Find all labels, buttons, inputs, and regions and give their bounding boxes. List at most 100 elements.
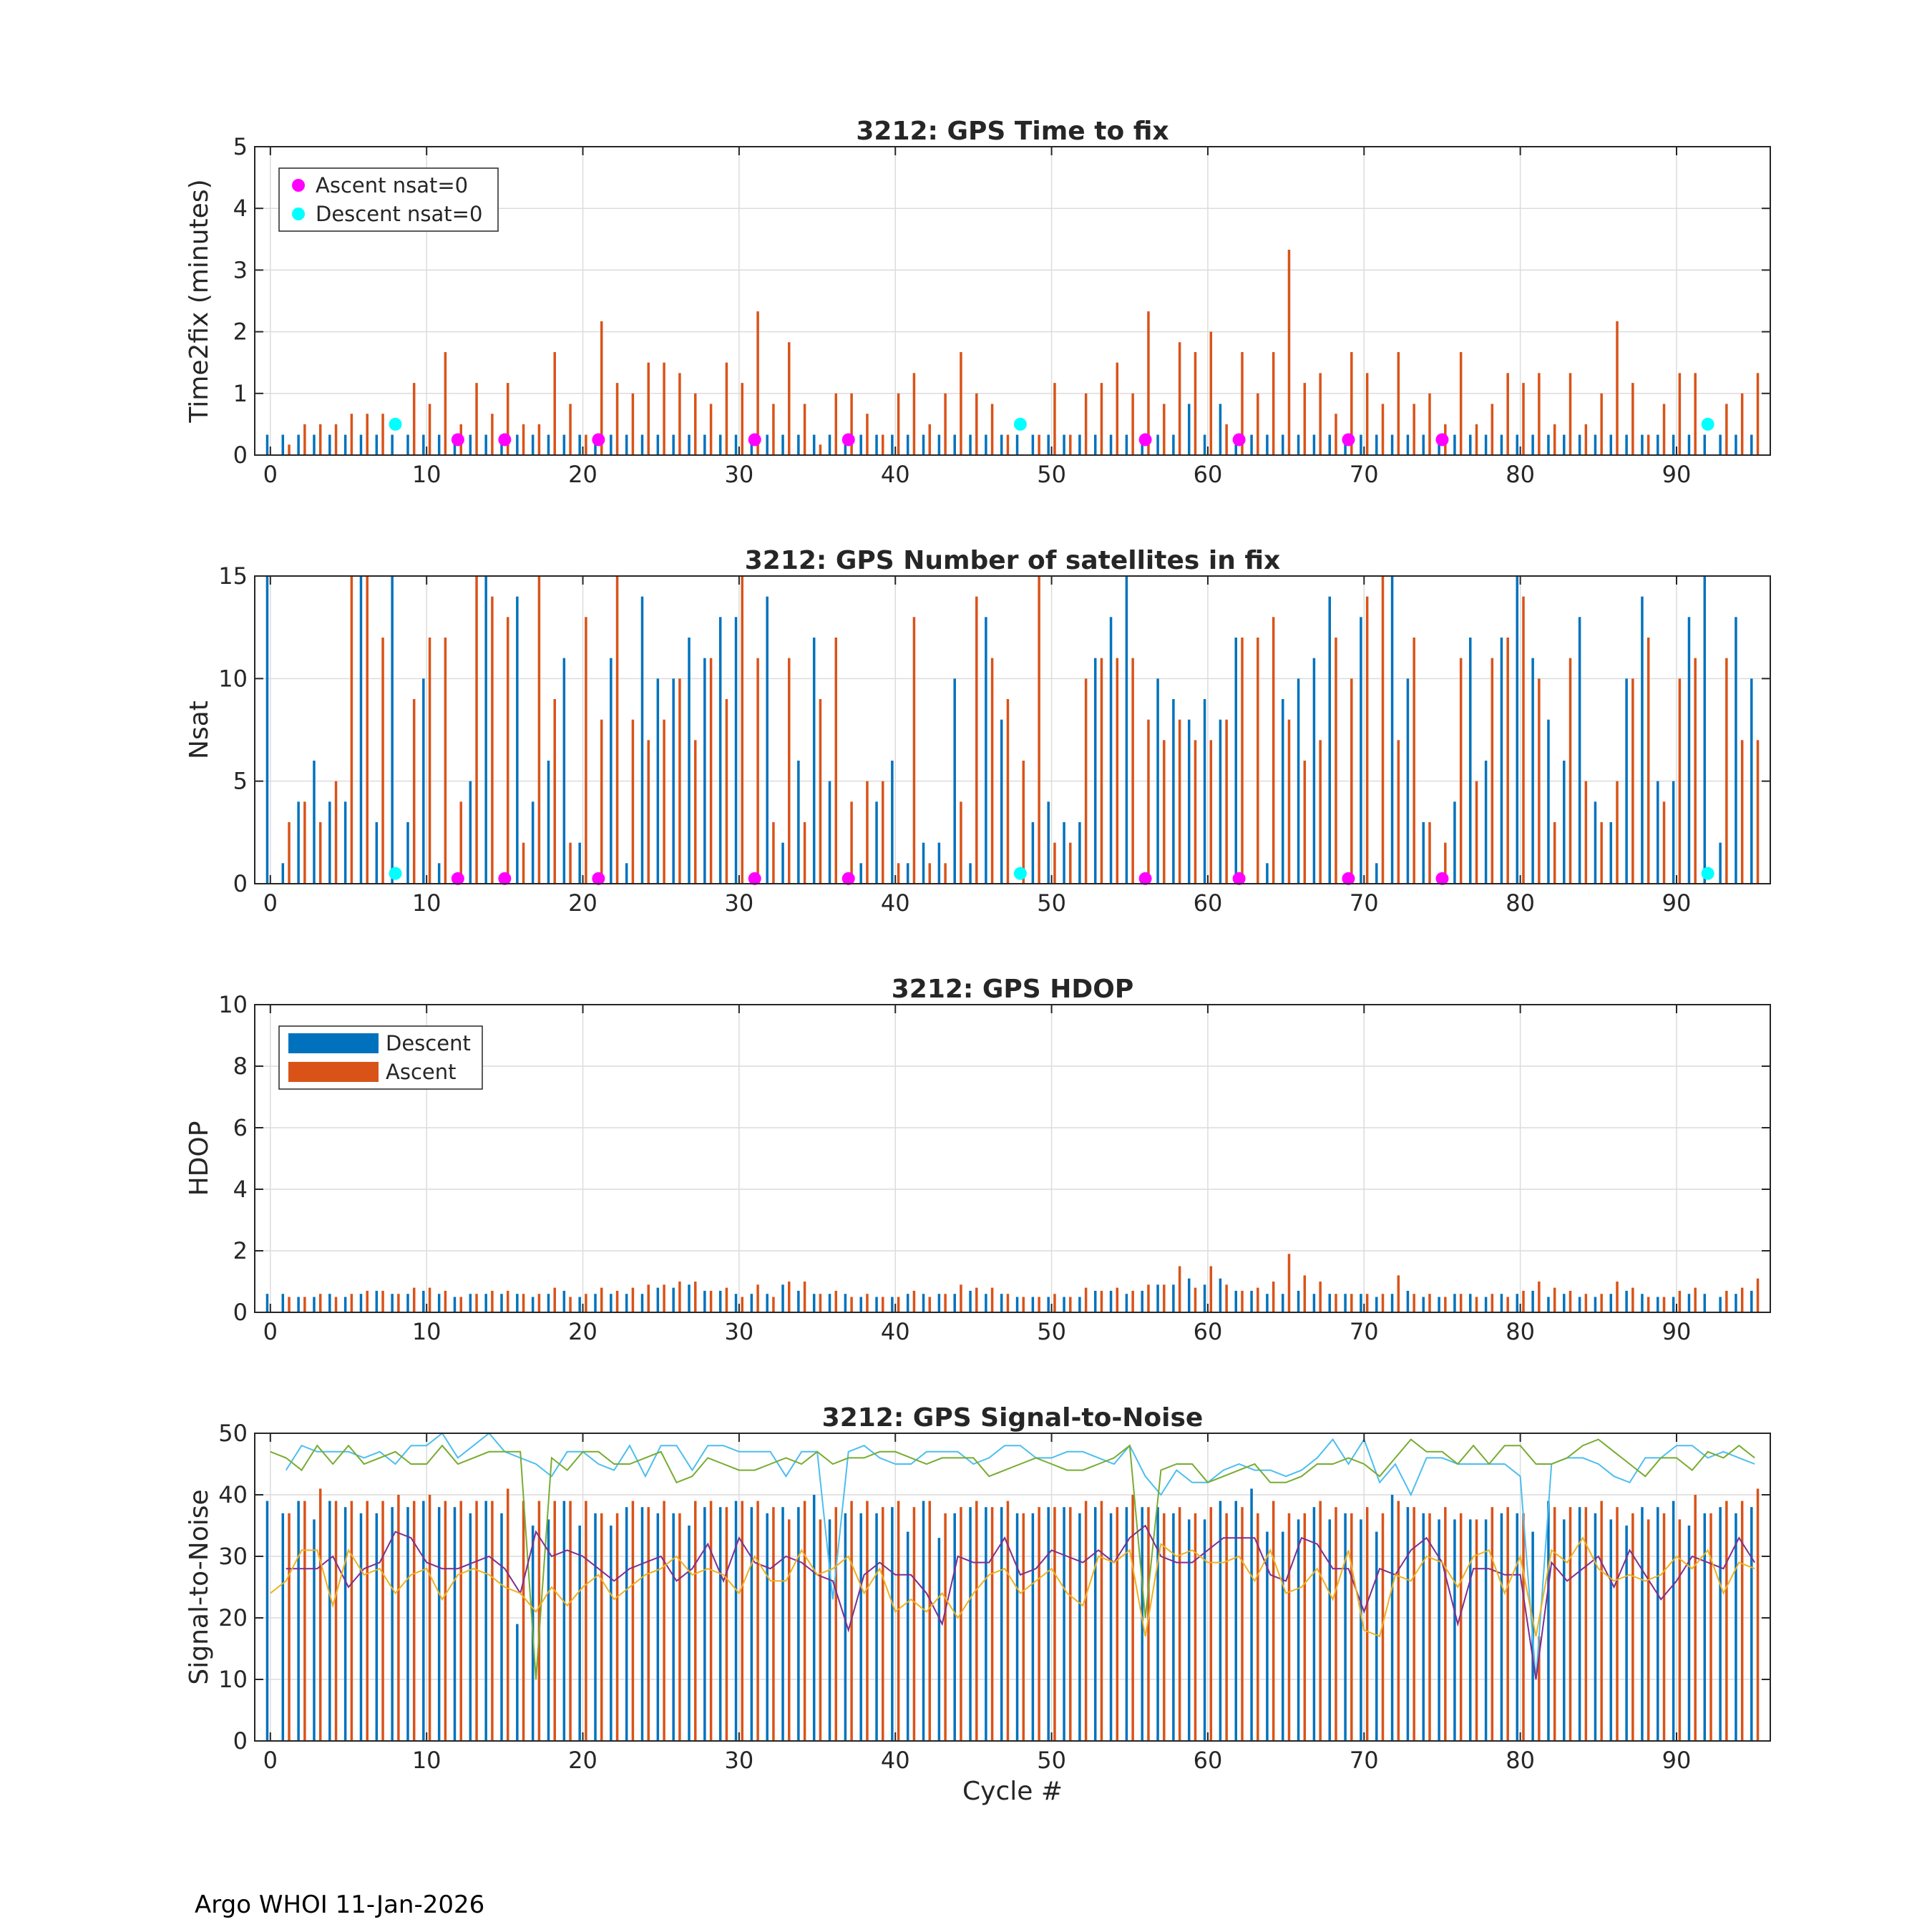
- descent-bar: [906, 1294, 909, 1312]
- descent-bar: [766, 1294, 769, 1312]
- ascent-bar: [1069, 1297, 1072, 1312]
- descent-bar: [1375, 1531, 1378, 1741]
- ascent-bar: [850, 393, 853, 455]
- ascent-bar: [1678, 678, 1682, 884]
- chart-panel-4: 0 10 20 30 40 50 60 70 80 90 0 10 20 30 40 50 3212: GPS …: [185, 1403, 1771, 1806]
- ascent-bar: [1335, 414, 1337, 455]
- ascent-bar: [1116, 362, 1119, 455]
- y-tick-label: 8: [233, 1053, 248, 1080]
- descent-bar: [469, 434, 472, 455]
- ascent-bar: [1491, 1507, 1494, 1741]
- descent-bar: [1609, 434, 1613, 455]
- descent-bar: [1594, 434, 1597, 455]
- descent-bar: [1375, 863, 1378, 884]
- ascent-bar: [428, 1495, 431, 1741]
- y-tick-label: 10: [218, 991, 248, 1018]
- ascent-bar: [772, 1297, 775, 1312]
- descent-bar: [1703, 576, 1707, 884]
- descent-bar: [1563, 1294, 1566, 1312]
- descent-bar: [1156, 1284, 1159, 1312]
- descent-bar: [891, 761, 894, 884]
- descent-bar: [313, 761, 316, 884]
- x-tick-label: 30: [725, 1747, 754, 1774]
- ascent-bar: [1694, 1287, 1697, 1312]
- ascent-bar: [1553, 1507, 1556, 1741]
- x-tick-label: 60: [1194, 889, 1223, 917]
- descent-bar: [406, 1507, 409, 1741]
- ascent-bar: [1084, 1287, 1088, 1312]
- descent-bar: [1390, 434, 1394, 455]
- descent-bar: [1672, 1297, 1675, 1312]
- descent-bar: [1750, 1290, 1753, 1312]
- descent-bar: [610, 1294, 613, 1312]
- descent-bar: [578, 1297, 581, 1312]
- ascent-bar: [350, 576, 353, 884]
- ascent-bar: [1147, 719, 1150, 884]
- ascent-bar: [1694, 1495, 1697, 1741]
- descent-bar: [1531, 434, 1534, 455]
- descent-bar: [1469, 1294, 1472, 1312]
- ascent-bar: [288, 1513, 291, 1741]
- ascent-bar: [944, 863, 947, 884]
- x-tick-label: 70: [1350, 1318, 1379, 1345]
- descent-bar: [1000, 1507, 1003, 1741]
- descent-bar: [1516, 1294, 1519, 1312]
- descent-bar: [1422, 822, 1425, 884]
- ascent-bar: [882, 781, 884, 884]
- descent-bar: [844, 1294, 847, 1312]
- chart-title: 3212: GPS Signal-to-Noise: [822, 1403, 1204, 1433]
- descent-bar: [1735, 1513, 1737, 1741]
- ascent-bar: [1303, 1513, 1307, 1741]
- descent-bar: [437, 1507, 441, 1741]
- ascent-bar: [663, 719, 665, 884]
- y-tick-label: 5: [233, 133, 248, 160]
- ascent-bar: [975, 393, 978, 455]
- descent-bar: [1000, 434, 1003, 455]
- ascent-bar: [381, 414, 384, 455]
- descent-bar: [1390, 576, 1394, 884]
- ascent-bar: [694, 1501, 697, 1741]
- y-axis-label: HDOP: [185, 1121, 214, 1196]
- descent-bar: [1203, 1284, 1206, 1312]
- ascent-bar: [756, 1284, 759, 1312]
- descent-bar: [1312, 658, 1316, 884]
- descent-bar: [1609, 822, 1613, 884]
- descent-bar: [1266, 434, 1269, 455]
- ascent-bar: [1756, 1488, 1760, 1741]
- descent-bar: [1719, 1507, 1722, 1741]
- descent-bar: [625, 1294, 628, 1312]
- ascent-bar: [1365, 596, 1369, 884]
- ascent-bar: [1522, 383, 1525, 455]
- axes-box: [254, 575, 1771, 884]
- ascent-bar: [1100, 658, 1103, 884]
- ascent-bar: [1272, 1501, 1275, 1741]
- descent-bar: [578, 434, 581, 455]
- ascent-bar: [1241, 638, 1244, 884]
- descent-bar: [453, 1297, 457, 1312]
- descent-bar: [766, 596, 769, 884]
- ascent-bar: [1038, 1507, 1040, 1741]
- descent-bar: [640, 1507, 644, 1741]
- x-tick-label: 0: [263, 1318, 278, 1345]
- ascent-bar: [397, 1294, 400, 1312]
- ascent-bar: [553, 1501, 556, 1741]
- descent-bar: [547, 1519, 550, 1741]
- ascent-bar: [350, 1501, 353, 1741]
- descent-bar: [359, 1513, 363, 1741]
- descent-bar: [1078, 1513, 1081, 1741]
- chart-title: 3212: GPS Time to fix: [856, 117, 1169, 146]
- ascent-bar: [1022, 761, 1025, 884]
- descent-bar: [937, 434, 941, 455]
- descent-nsat0-marker: [389, 867, 402, 880]
- ascent-bar: [1646, 1519, 1650, 1741]
- ascent-bar: [1225, 424, 1228, 455]
- ascent-bar: [459, 1501, 462, 1741]
- descent-bar: [1281, 1294, 1284, 1312]
- descent-bar: [1500, 638, 1503, 884]
- descent-bar: [1360, 1294, 1362, 1312]
- descent-bar: [1234, 638, 1237, 884]
- descent-bar: [1687, 434, 1691, 455]
- descent-bar: [562, 658, 566, 884]
- descent-bar: [1657, 1297, 1659, 1312]
- ascent-bar: [491, 414, 494, 455]
